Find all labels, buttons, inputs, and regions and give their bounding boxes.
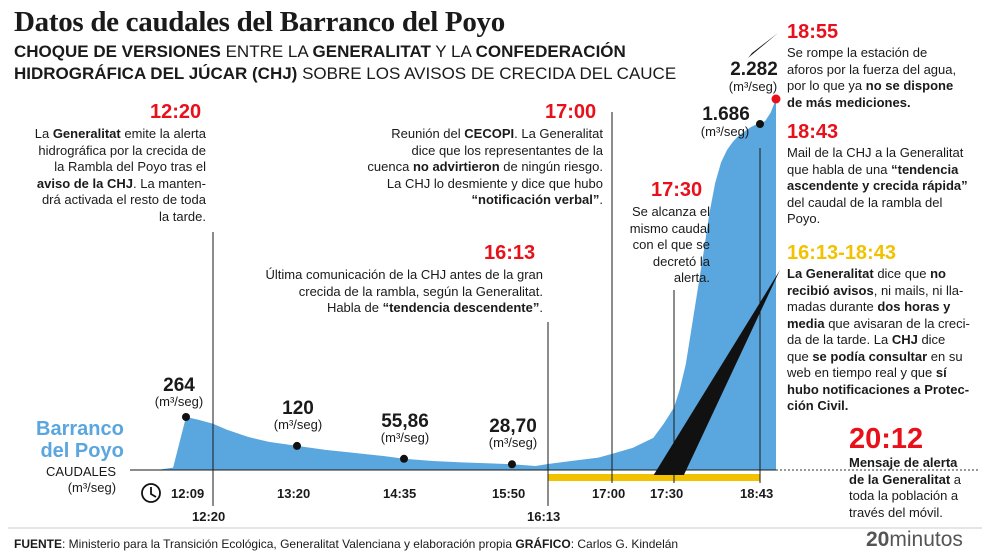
subtitle-line-1: CHOQUE DE VERSIONES ENTRE LA GENERALITAT… <box>14 42 626 61</box>
value-label-264: 264 <box>163 375 195 396</box>
subtitle-line-2: HIDROGRÁFICA DEL JÚCAR (CHJ) SOBRE LOS A… <box>14 64 677 83</box>
value-label-5586: 55,86 <box>381 411 429 432</box>
annotation-text-1613: Última comunicación de la CHJ antes de l… <box>265 267 543 315</box>
point-1843 <box>756 120 764 128</box>
quantity-label: CAUDALES (m³/seg) <box>46 464 116 496</box>
x-tick-1700: 17:00 <box>592 486 626 501</box>
annotation-time-2012: 20:12 <box>849 423 924 455</box>
unit-label-120: (m³/seg) <box>273 417 323 432</box>
value-label-2870: 28,70 <box>489 416 537 437</box>
unit-label-2870: (m³/seg) <box>488 435 538 450</box>
annotation-time-1730: 17:30 <box>651 179 703 201</box>
callout-wedge-1613-1843 <box>653 270 780 475</box>
series-name: Barranco del Poyo <box>36 418 124 462</box>
clock-icon <box>141 483 161 503</box>
x-tick-1320: 13:20 <box>277 486 311 501</box>
unit-label-2282: (m³/seg) <box>728 79 778 94</box>
annotation-time-1700: 17:00 <box>545 101 597 123</box>
annotation-time-1220: 12:20 <box>150 101 202 123</box>
annotation-time-1613: 16:13 <box>484 242 536 264</box>
unit-label-264: (m³/seg) <box>154 394 204 409</box>
chart-subtitle: CHOQUE DE VERSIONES ENTRE LA GENERALITAT… <box>14 41 676 85</box>
series-name-line-2: del Poyo <box>40 440 124 462</box>
footer-credits: FUENTE: Ministerio para la Transición Ec… <box>14 537 679 551</box>
value-label-1686: 1.686 <box>702 104 750 125</box>
point-1209 <box>182 413 190 421</box>
callout-arrow-1855 <box>748 33 778 58</box>
point-1435 <box>400 454 408 463</box>
x-tick-1730: 17:30 <box>650 486 684 501</box>
unit-label-5586: (m³/seg) <box>380 430 430 445</box>
x-tick-1435: 14:35 <box>383 486 417 501</box>
x-tick-1843: 18:43 <box>740 486 774 501</box>
brand-word: minutos <box>889 528 963 551</box>
annotation-text-1700: Reunión del CECOPI. La Generalitat dice q… <box>367 126 603 207</box>
point-1550 <box>508 460 516 469</box>
annotation-time-1613-1843: 16:13-18:43 <box>787 242 896 264</box>
series-area-barranco-del-poyo <box>157 99 776 470</box>
x-tick-1550: 15:50 <box>492 486 526 501</box>
chart-title: Datos de caudales del Barranco del Poyo <box>14 6 505 38</box>
value-label-120: 120 <box>282 398 314 419</box>
annotation-text-1730: Se alcanza el mismo caudal con el que se de… <box>629 204 710 285</box>
x-tick-1209: 12:09 <box>171 486 205 501</box>
annotation-time-1843: 18:43 <box>787 121 839 143</box>
annotation-text-1843: Mail de la CHJ a la Generalitat que habla… <box>787 145 968 226</box>
point-1855 <box>771 94 781 104</box>
annotation-time-1855: 18:55 <box>787 21 839 43</box>
annotation-text-1855: Se rompe la estación de aforos por la fue… <box>787 45 957 110</box>
quantity-label-line-1: CAUDALES <box>46 464 117 479</box>
brand-number: 20 <box>866 528 890 551</box>
series-name-line-1: Barranco <box>36 418 124 440</box>
unit-label-1686: (m³/seg) <box>700 124 750 139</box>
annotation-text-2012: Mensaje de alerta de la Generalitat a toda… <box>849 455 961 520</box>
point-1320 <box>293 441 301 450</box>
quantity-label-line-2: (m³/seg) <box>67 480 117 495</box>
brand-logo: 20minutos <box>866 528 963 552</box>
yellow-period-band <box>548 474 760 481</box>
x-tick-1613: 16:13 <box>527 509 561 524</box>
annotation-text-1613-1843: La Generalitat dice que no recibió avisos… <box>787 266 970 413</box>
annotation-text-1220: La Generalitat emite la alerta hidrográfi… <box>34 126 206 224</box>
value-label-2282: 2.282 <box>730 59 778 80</box>
x-tick-1220: 12:20 <box>192 509 226 524</box>
